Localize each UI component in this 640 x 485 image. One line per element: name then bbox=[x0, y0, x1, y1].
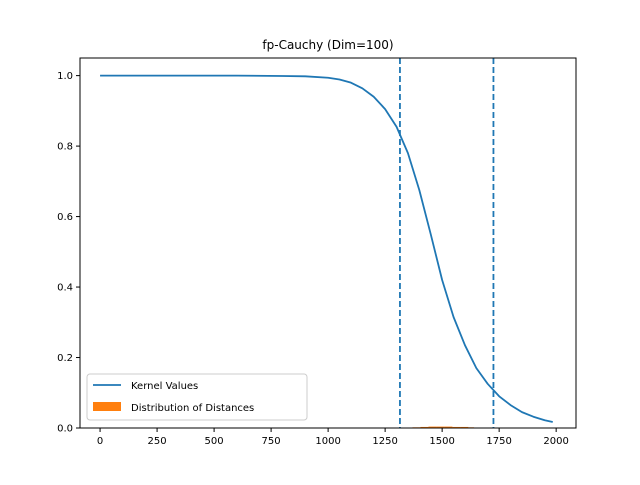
y-tick-label: 0.4 bbox=[57, 283, 73, 294]
x-tick-label: 750 bbox=[262, 436, 281, 447]
y-tick-label: 0.0 bbox=[57, 424, 73, 435]
y-tick-label: 1.0 bbox=[57, 71, 73, 82]
plot-area bbox=[80, 58, 576, 428]
x-tick-label: 1000 bbox=[315, 436, 340, 447]
kernel-values-line-layer bbox=[100, 74, 553, 423]
legend-box bbox=[86, 373, 308, 421]
y-tick-label: 0.2 bbox=[57, 353, 73, 364]
histogram-bar bbox=[428, 426, 437, 428]
x-tick-label: 1500 bbox=[429, 436, 454, 447]
histogram-bar bbox=[444, 426, 453, 428]
histogram-bar bbox=[460, 426, 469, 428]
x-tick-label: 500 bbox=[205, 436, 224, 447]
chart-title: fp-Cauchy (Dim=100) bbox=[262, 38, 393, 52]
histogram-bar bbox=[452, 426, 461, 428]
x-tick-label: 0 bbox=[97, 436, 103, 447]
x-tick-label: 1750 bbox=[486, 436, 511, 447]
legend-swatch-distribution-of-distances bbox=[93, 402, 121, 411]
legend-label-distribution-of-distances: Distribution of Distances bbox=[131, 403, 254, 414]
y-axis-ticks: 0.0 0.2 0.4 0.6 0.8 1.0 bbox=[57, 71, 80, 435]
histogram-bar bbox=[420, 426, 429, 428]
legend-label-kernel-values: Kernel Values bbox=[131, 381, 198, 392]
legend: Kernel Values Distribution of Distances bbox=[86, 373, 308, 421]
y-tick-label: 0.8 bbox=[57, 142, 73, 153]
kernel-values-line bbox=[100, 74, 553, 423]
vertical-lines bbox=[399, 58, 495, 428]
y-tick-label: 0.6 bbox=[57, 212, 73, 223]
x-axis-ticks: 0 250 500 750 1000 1250 1500 1750 2000 bbox=[97, 428, 569, 447]
histogram-bar bbox=[436, 426, 445, 428]
x-tick-label: 250 bbox=[148, 436, 167, 447]
x-tick-label: 1250 bbox=[372, 436, 397, 447]
x-tick-label: 2000 bbox=[543, 436, 568, 447]
